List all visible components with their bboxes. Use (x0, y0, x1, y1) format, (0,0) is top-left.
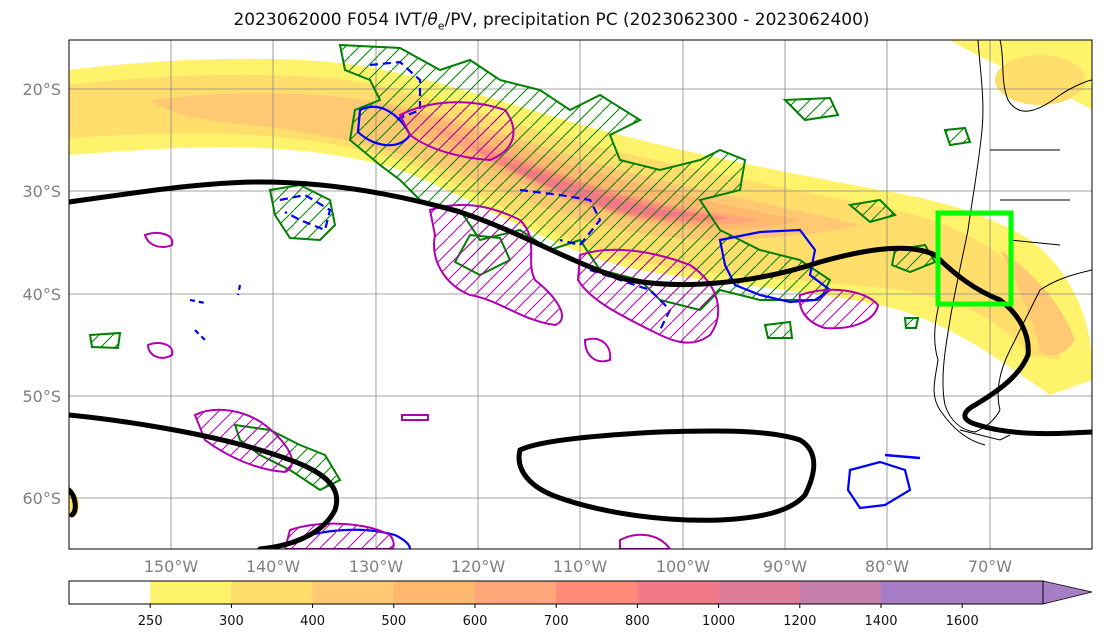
lon-labels: 150°W 140°W 130°W 120°W 110°W 100°W 90°W… (144, 557, 1012, 576)
colorbar-cell (231, 581, 314, 604)
colorbar-tick-label: 300 (219, 614, 244, 629)
lon-label: 140°W (246, 557, 301, 576)
lat-label: 60°S (22, 489, 61, 508)
lon-label: 100°W (656, 557, 711, 576)
title-subscript: e (437, 19, 445, 33)
colorbar-cells (69, 581, 1044, 604)
lon-label: 130°W (349, 557, 404, 576)
precip-region-box (935, 210, 1014, 307)
map-panel (69, 40, 1092, 549)
colorbar-tick-label: 400 (300, 614, 325, 629)
title-text: 2023062000 F054 IVT/ (233, 10, 428, 30)
colorbar-tick-label: 250 (138, 614, 163, 629)
colorbar-ticks: 250 300 400 500 600 700 800 1000 1200 1400 1600 (138, 604, 979, 629)
colorbar-cell (393, 581, 476, 604)
colorbar-tick-label: 1200 (783, 614, 816, 629)
lat-label: 20°S (22, 80, 61, 99)
colorbar-tick-label: 1600 (946, 614, 979, 629)
colorbar-tick-label: 600 (463, 614, 488, 629)
lon-label: 110°W (553, 557, 608, 576)
map-frame (68, 39, 1093, 550)
colorbar-cell (881, 581, 963, 604)
title-theta-symbol: θ (427, 10, 438, 30)
lon-label: 70°W (968, 557, 1012, 576)
colorbar-cell (475, 581, 557, 604)
lat-label: 30°S (22, 182, 61, 201)
colorbar: 250 300 400 500 600 700 800 1000 1200 1400 1600 (68, 580, 1093, 629)
figure-title: 2023062000 F054 IVT/θe/PV, precipitation… (0, 10, 1103, 32)
lat-label: 40°S (22, 285, 61, 304)
colorbar-tick-label: 800 (625, 614, 650, 629)
colorbar-tick-label: 1400 (864, 614, 897, 629)
lat-labels: 20°S 30°S 40°S 50°S 60°S (22, 80, 61, 508)
lon-label: 150°W (144, 557, 199, 576)
colorbar-cell (150, 581, 232, 604)
colorbar-cell (556, 581, 638, 604)
lat-label: 50°S (22, 387, 61, 406)
colorbar-tick-label: 700 (544, 614, 569, 629)
colorbar-cell (637, 581, 720, 604)
lon-label: 80°W (865, 557, 909, 576)
colorbar-tick-label: 1000 (702, 614, 735, 629)
colorbar-tick-label: 500 (381, 614, 406, 629)
jet-contours (69, 179, 1092, 549)
colorbar-cell (718, 581, 801, 604)
colorbar-cell (69, 581, 151, 604)
colorbar-extend-arrow (1042, 580, 1093, 605)
lon-label: 90°W (763, 557, 807, 576)
colorbar-cell (962, 581, 1044, 604)
lon-label: 120°W (451, 557, 506, 576)
colorbar-cell (312, 581, 395, 604)
colorbar-cell (799, 581, 882, 604)
title-text-suffix: /PV, precipitation PC (2023062300 - 2023… (444, 10, 870, 30)
